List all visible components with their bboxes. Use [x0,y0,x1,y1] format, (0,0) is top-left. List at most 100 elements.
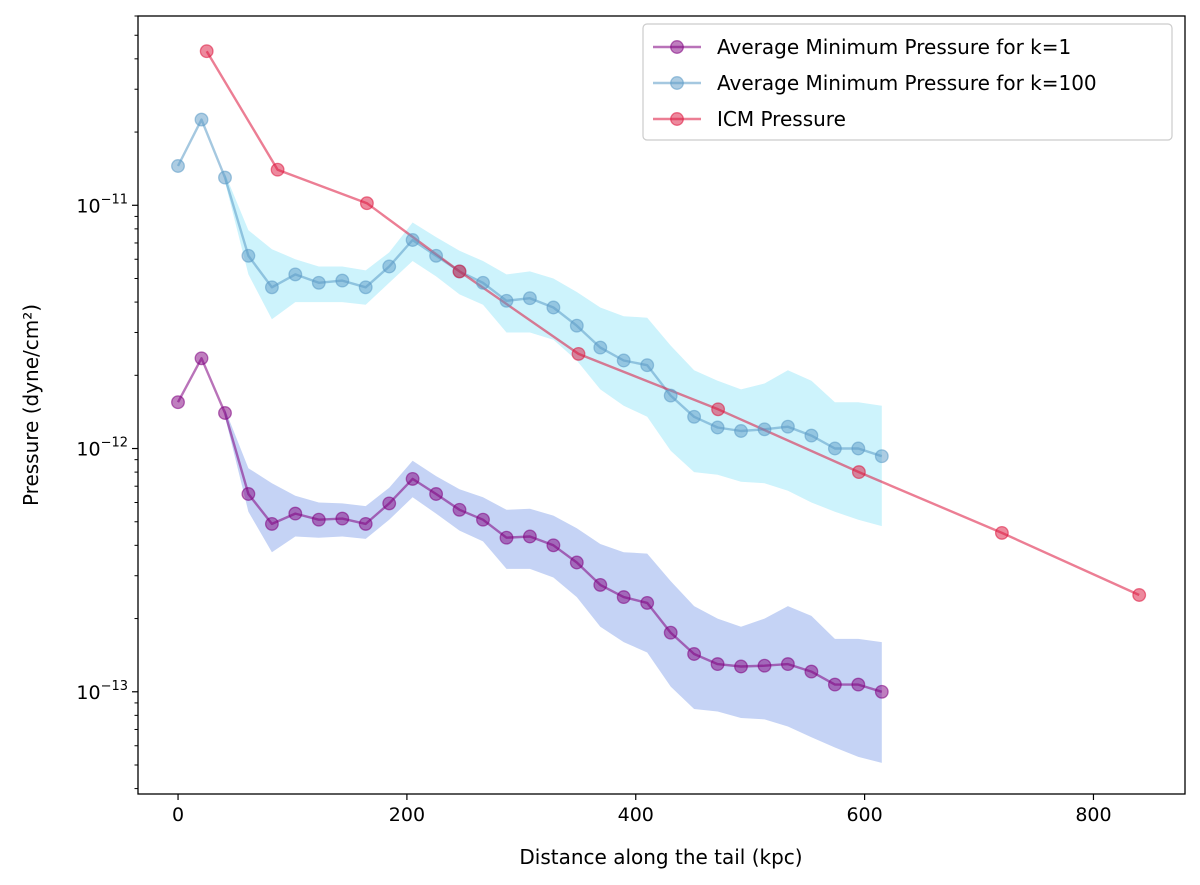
point-series-2 [270,162,285,177]
point-series-0 [476,512,490,527]
y-tick-exponent: −11 [101,192,128,207]
point-series-0 [569,555,584,570]
point-series-0 [499,530,514,545]
point-series-1 [241,248,256,263]
plot-frame [137,15,1186,795]
y-tick-label: 10−12 [76,436,128,461]
point-series-1 [311,275,326,290]
y-tick-base: 10 [76,195,100,217]
point-series-0 [452,502,467,517]
point-series-1 [522,291,537,306]
point-series-2 [452,264,467,279]
point-series-1 [827,441,842,456]
point-series-0 [687,647,702,661]
point-series-1 [476,275,490,290]
point-series-1 [734,424,748,438]
point-series-0 [218,406,232,420]
point-series-1 [499,293,514,308]
point-series-0 [640,595,655,610]
point-series-0 [593,577,608,592]
point-series-0 [546,538,561,553]
point-series-1 [710,420,725,435]
legend-label-1: Average Minimum Pressure for k=100 [717,71,1097,95]
point-series-1 [194,112,209,127]
point-series-0 [241,487,256,501]
point-series-2 [851,465,866,480]
point-series-0 [616,590,631,605]
x-tick-label: 400 [618,804,654,826]
x-axis-ticks: 0 200 400 600 800 [172,794,1112,826]
point-series-0 [804,664,819,679]
point-series-1 [569,318,584,333]
y-tick-exponent: −12 [101,436,128,451]
point-series-0 [264,516,279,531]
legend-marker-0 [670,40,684,54]
point-series-2 [994,525,1009,540]
point-series-0 [171,395,185,410]
point-series-0 [311,512,326,527]
point-series-1 [264,280,279,295]
point-series-0 [827,677,842,692]
x-tick-label: 800 [1075,804,1111,826]
point-series-1 [640,358,655,373]
point-series-0 [335,511,350,526]
point-series-1 [593,340,608,355]
point-series-1 [429,248,444,263]
point-series-0 [405,471,420,486]
point-series-1 [335,273,350,288]
point-series-0 [663,625,678,640]
point-series-0 [522,529,537,544]
point-series-1 [851,441,866,456]
point-series-1 [382,259,397,274]
point-series-1 [874,449,889,464]
point-series-1 [358,280,373,295]
point-series-1 [804,428,819,443]
point-series-1 [218,170,232,185]
series-points [171,44,1147,699]
legend-marker-2 [670,112,684,126]
point-series-2 [359,196,374,211]
y-tick-label: 10−13 [76,679,128,704]
point-series-0 [851,677,866,692]
legend-label-2: ICM Pressure [717,107,846,131]
point-series-1 [687,409,702,424]
point-series-0 [874,684,889,699]
point-series-1 [663,388,678,403]
point-series-2 [1132,588,1147,602]
y-tick-base: 10 [76,439,100,461]
uncertainty-bands [225,173,882,763]
point-series-0 [780,657,795,672]
x-axis-label: Distance along the tail (kpc) [519,845,802,869]
point-series-1 [405,233,420,247]
point-series-2 [571,346,586,361]
point-series-1 [171,159,185,173]
point-series-0 [757,658,772,673]
point-series-0 [429,487,444,501]
y-tick-base: 10 [76,682,100,704]
point-series-0 [288,506,303,521]
x-tick-label: 0 [172,804,184,826]
y-tick-exponent: −13 [101,679,128,694]
point-series-1 [616,353,631,368]
legend: Average Minimum Pressure for k=1 Average … [642,23,1173,141]
point-series-1 [780,419,795,434]
legend-marker-1 [670,76,684,90]
point-series-1 [546,300,561,315]
y-tick-label: 10−11 [76,192,128,217]
point-series-2 [711,402,726,417]
point-series-0 [194,351,209,366]
legend-label-0: Average Minimum Pressure for k=1 [717,35,1071,59]
point-series-0 [358,516,373,531]
point-series-0 [382,496,397,511]
point-series-0 [710,657,725,672]
point-series-0 [734,659,748,674]
band-series-1 [225,173,882,527]
legend-box [642,23,1173,141]
point-series-1 [757,422,772,437]
y-axis-label: Pressure (dyne/cm²) [19,304,43,506]
point-series-2 [199,44,214,59]
point-series-1 [288,267,303,282]
x-tick-label: 200 [389,804,425,826]
